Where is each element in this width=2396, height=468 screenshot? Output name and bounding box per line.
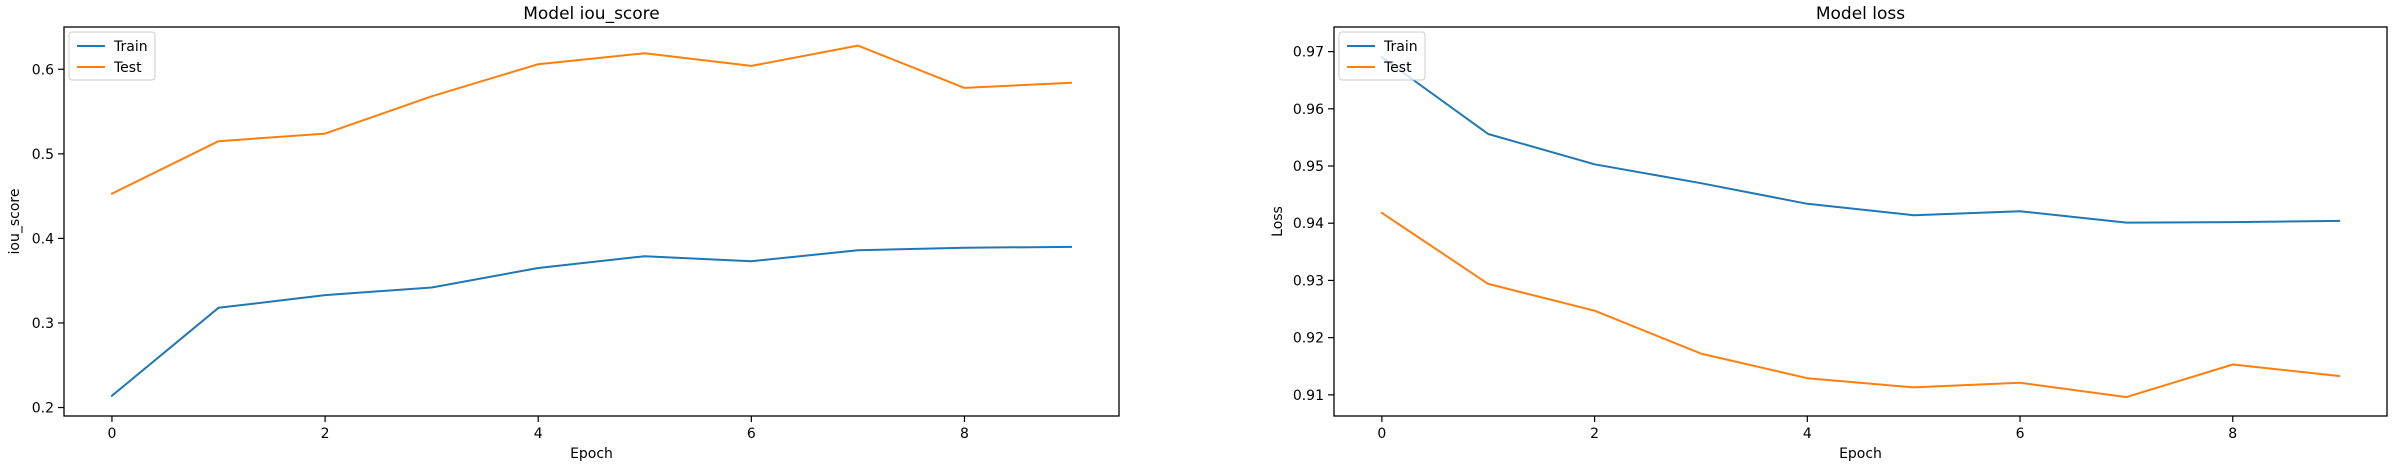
y-tick-label: 0.94: [1293, 216, 1324, 232]
x-tick-label: 0: [1377, 426, 1386, 442]
x-axis-ticks: 0 2 4 6 8: [1377, 416, 2237, 442]
series-line-train: [1380, 55, 2341, 224]
x-axis-ticks: 0 2 4 6 8: [107, 416, 969, 442]
y-tick-label: 0.91: [1293, 388, 1324, 404]
y-tick-label: 0.96: [1293, 102, 1324, 118]
series-lines: [110, 44, 1073, 398]
x-tick-label: 8: [2228, 426, 2237, 442]
y-tick-label: 0.93: [1293, 273, 1324, 289]
y-tick-label: 0.6: [32, 62, 54, 78]
x-tick-label: 6: [2016, 426, 2025, 442]
legend-label-test: Test: [113, 60, 142, 76]
x-tick-label: 4: [534, 426, 543, 442]
y-tick-label: 0.97: [1293, 45, 1324, 61]
y-tick-label: 0.95: [1293, 159, 1324, 175]
chart-title: Model loss: [1816, 4, 1905, 24]
x-tick-label: 2: [321, 426, 330, 442]
legend-label-train: Train: [1383, 39, 1418, 55]
legend: Train Test: [68, 31, 156, 81]
y-axis-ticks: 0.2 0.3 0.4 0.5 0.6: [32, 62, 64, 417]
chart-title: Model iou_score: [523, 4, 660, 24]
legend-label-test: Test: [1383, 60, 1412, 76]
loss-chart: Model loss Epoch Loss 0 2 4 6 8 0.91 0.92 0.93…: [1270, 4, 2388, 462]
y-tick-label: 0.5: [32, 147, 54, 163]
series-line-test: [110, 44, 1073, 195]
x-tick-label: 4: [1803, 426, 1812, 442]
x-axis-label: Epoch: [570, 446, 613, 462]
series-line-train: [110, 245, 1073, 398]
x-tick-label: 8: [960, 426, 969, 442]
x-axis-label: Epoch: [1839, 446, 1882, 462]
plot-area: [63, 26, 1120, 417]
y-axis-label: Loss: [1270, 206, 1286, 237]
x-tick-label: 2: [1590, 426, 1599, 442]
y-axis-ticks: 0.91 0.92 0.93 0.94 0.95 0.96 0.97: [1293, 45, 1334, 404]
y-axis-label: iou_score: [7, 189, 23, 255]
x-tick-label: 6: [747, 426, 756, 442]
x-tick-label: 0: [107, 426, 116, 442]
plot-area: [1333, 26, 2388, 417]
y-tick-label: 0.2: [32, 401, 54, 417]
iou-score-chart: Model iou_score Epoch iou_score 0 2 4 6 8 0.…: [7, 4, 1120, 462]
y-tick-label: 0.3: [32, 316, 54, 332]
series-line-test: [1380, 211, 2341, 399]
legend: Train Test: [1338, 31, 1426, 81]
y-tick-label: 0.4: [32, 231, 54, 247]
series-lines: [1380, 55, 2341, 399]
legend-label-train: Train: [113, 39, 148, 55]
y-tick-label: 0.92: [1293, 331, 1324, 347]
